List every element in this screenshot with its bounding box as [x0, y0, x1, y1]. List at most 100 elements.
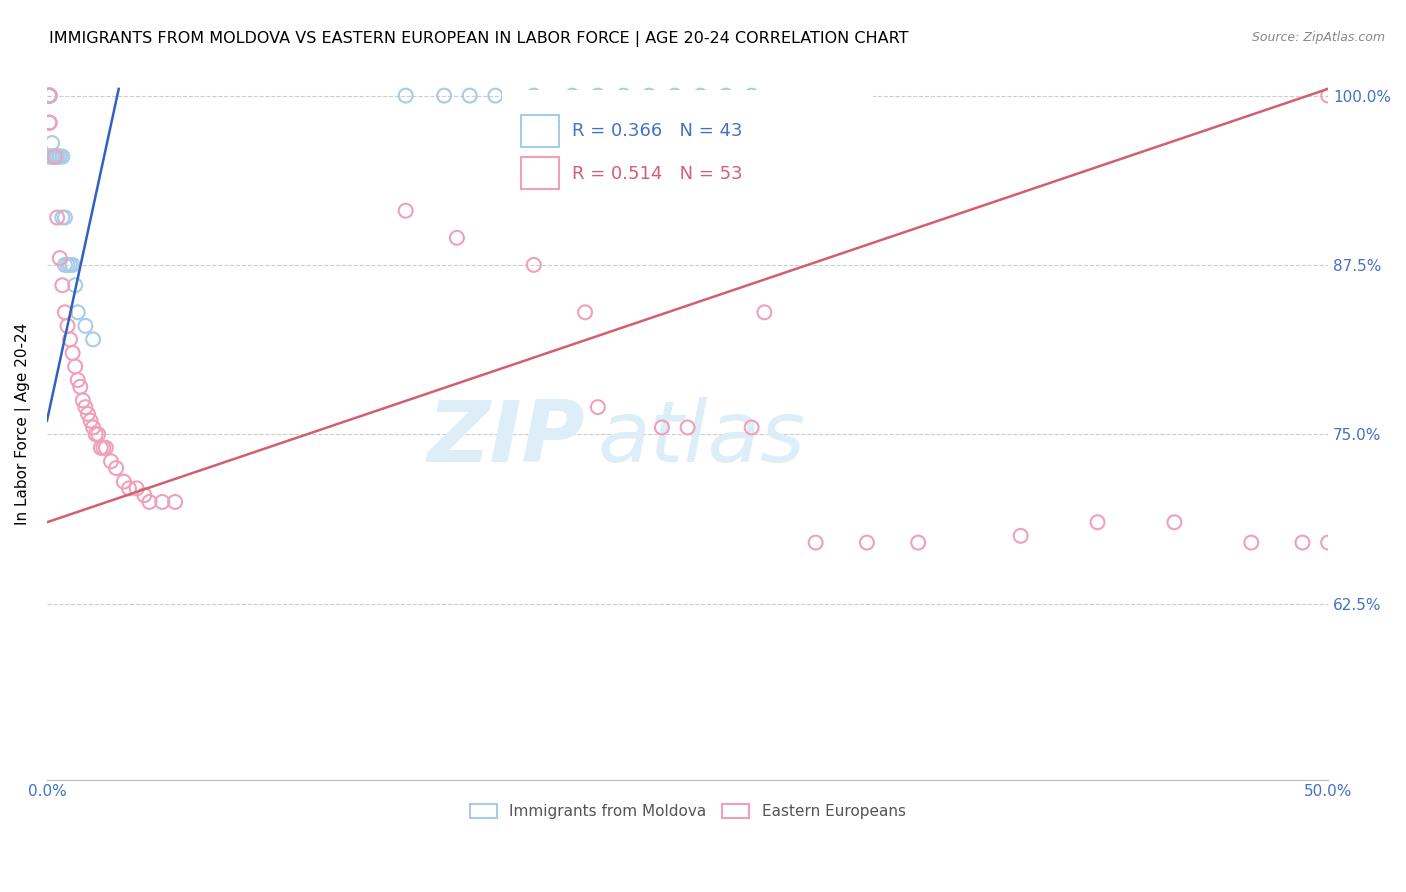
Point	[112, 475, 135, 489]
Text: IMMIGRANTS FROM MOLDOVA VS EASTERN EUROPEAN IN LABOR FORCE | AGE 20-24 CORRELATI: IMMIGRANTS FROM MOLDOVA VS EASTERN EUROP…	[49, 31, 908, 47]
Point	[82, 420, 104, 434]
Point	[574, 305, 596, 319]
Point	[38, 116, 60, 130]
Point	[72, 393, 94, 408]
Point	[689, 88, 711, 103]
Point	[38, 88, 60, 103]
Point	[38, 116, 60, 130]
Point	[586, 88, 609, 103]
Point	[446, 231, 468, 245]
Point	[1087, 515, 1109, 529]
Point	[804, 535, 827, 549]
Point	[433, 88, 456, 103]
Point	[150, 495, 173, 509]
Point	[612, 88, 634, 103]
Point	[59, 258, 82, 272]
Point	[59, 333, 82, 347]
Point	[41, 150, 63, 164]
Point	[41, 136, 63, 150]
Point	[664, 88, 686, 103]
Point	[741, 88, 763, 103]
Point	[38, 88, 60, 103]
Point	[90, 441, 112, 455]
Point	[1291, 535, 1313, 549]
Point	[1010, 529, 1032, 543]
Point	[165, 495, 187, 509]
Point	[1317, 88, 1340, 103]
Text: R = 0.514   N = 53: R = 0.514 N = 53	[572, 165, 742, 183]
Point	[51, 150, 73, 164]
Point	[38, 150, 60, 164]
Point	[44, 150, 66, 164]
Point	[586, 400, 609, 414]
Point	[62, 346, 84, 360]
Point	[66, 373, 89, 387]
Point	[53, 258, 76, 272]
Point	[38, 88, 60, 103]
Point	[46, 150, 69, 164]
Y-axis label: In Labor Force | Age 20-24: In Labor Force | Age 20-24	[15, 323, 31, 525]
Point	[49, 251, 72, 265]
Point	[105, 461, 128, 475]
Point	[38, 150, 60, 164]
Point	[638, 88, 661, 103]
Point	[714, 88, 737, 103]
Point	[94, 441, 117, 455]
Point	[75, 318, 97, 333]
Point	[46, 211, 69, 225]
Text: R = 0.366   N = 43: R = 0.366 N = 43	[572, 121, 742, 140]
Point	[63, 359, 86, 374]
Point	[138, 495, 160, 509]
Point	[754, 305, 776, 319]
Point	[84, 427, 107, 442]
Point	[651, 420, 673, 434]
Point	[53, 305, 76, 319]
Point	[69, 380, 91, 394]
Point	[907, 535, 929, 549]
Point	[1163, 515, 1185, 529]
Point	[82, 333, 104, 347]
Point	[484, 88, 506, 103]
Legend: Immigrants from Moldova, Eastern Europeans: Immigrants from Moldova, Eastern Europea…	[464, 798, 911, 825]
Point	[38, 88, 60, 103]
Point	[38, 88, 60, 103]
Point	[93, 441, 115, 455]
Point	[676, 420, 699, 434]
Point	[741, 420, 763, 434]
Point	[125, 482, 148, 496]
Point	[118, 482, 141, 496]
Point	[523, 258, 546, 272]
Point	[38, 88, 60, 103]
Point	[56, 258, 79, 272]
Point	[53, 211, 76, 225]
Point	[38, 88, 60, 103]
Point	[523, 88, 546, 103]
Point	[561, 88, 583, 103]
Point	[56, 318, 79, 333]
Point	[63, 278, 86, 293]
Point	[79, 414, 101, 428]
Point	[38, 88, 60, 103]
Text: Source: ZipAtlas.com: Source: ZipAtlas.com	[1251, 31, 1385, 45]
Point	[75, 400, 97, 414]
Point	[856, 535, 879, 549]
Point	[87, 427, 110, 442]
Text: ZIP: ZIP	[427, 397, 585, 480]
Point	[458, 88, 481, 103]
Point	[49, 150, 72, 164]
Point	[46, 150, 69, 164]
Point	[38, 88, 60, 103]
Point	[134, 488, 156, 502]
FancyBboxPatch shape	[502, 90, 873, 211]
Point	[1317, 535, 1340, 549]
Point	[66, 305, 89, 319]
Point	[395, 88, 418, 103]
Point	[62, 258, 84, 272]
Point	[77, 407, 100, 421]
Text: atlas: atlas	[598, 397, 806, 480]
Point	[395, 203, 418, 218]
Point	[51, 278, 73, 293]
Point	[1240, 535, 1263, 549]
Point	[38, 116, 60, 130]
Point	[49, 150, 72, 164]
